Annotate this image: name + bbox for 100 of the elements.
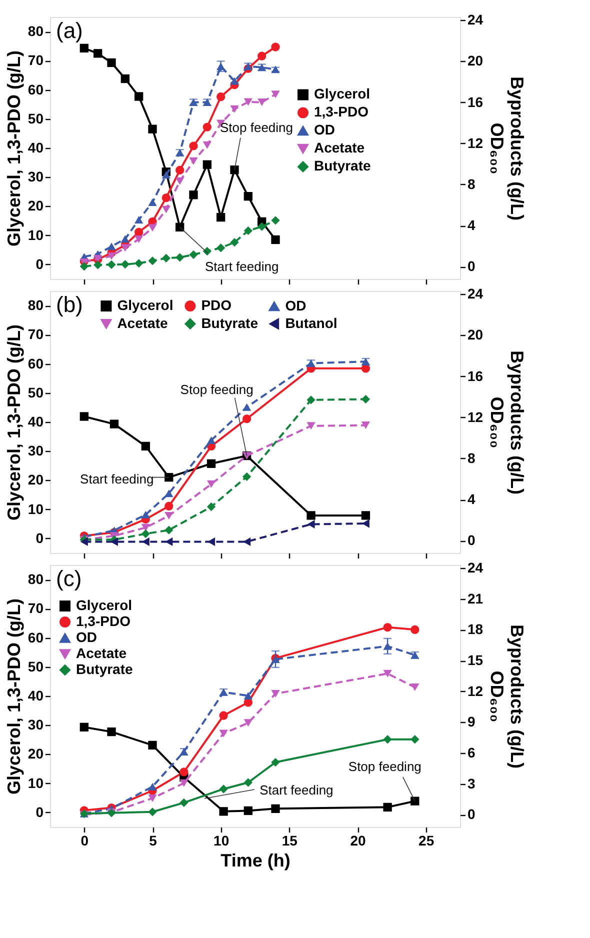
point [148,740,157,750]
legend-label: Glycerol [76,597,132,613]
point [120,235,130,243]
point [230,238,239,247]
legend-label: OD [76,629,97,645]
legend-label: Butyrate [201,314,258,331]
point [148,808,157,816]
legend-label: Acetate [314,140,365,156]
point [148,256,157,266]
point [162,193,170,202]
point [219,711,228,720]
point [410,625,420,634]
point [230,105,239,113]
y2-tick-label: 0 [468,258,476,274]
y2-tick-label: 0 [468,532,476,548]
point [164,472,174,482]
point [180,779,188,787]
point [244,806,252,816]
point [216,92,226,102]
point [219,784,228,794]
y2-axis-title: Byproducts (g/L) OD₆₀₀ [487,350,528,494]
y-tick-label: 50 [28,384,44,400]
point [148,124,157,134]
point [258,52,266,60]
y-tick-label: 70 [28,326,44,342]
y2-tick-label: 24 [468,560,484,576]
point [383,670,392,678]
point [176,177,184,185]
point [219,730,228,738]
y-tick-label: 40 [28,688,44,704]
legend-label: PDO [201,296,232,313]
y-tick-label: 0 [36,256,44,272]
point [180,768,188,776]
legend-label: Butyrate [76,661,134,677]
point [244,192,252,201]
legend-label: Glycerol [117,296,174,313]
point [189,142,198,150]
y2-tick-label: 12 [468,408,484,425]
y-tick-label: 80 [28,23,44,40]
y2-tick-label: 6 [468,744,476,761]
point [230,166,239,174]
point [383,622,392,632]
y-tick-label: 30 [28,168,44,185]
y2-tick-label: 4 [468,491,476,508]
point [120,244,130,252]
y-tick-label: 50 [28,658,44,674]
chart-title: (c) [56,566,82,591]
y-axis-title: Glycerol, 1,3-PDO (g/L) [4,324,24,521]
point [148,224,157,232]
y-tick-label: 70 [28,600,44,616]
point [242,414,252,424]
point [271,235,280,244]
point [361,511,370,520]
point [141,529,150,538]
chart-title: (a) [56,18,83,43]
point [202,160,212,169]
point [244,692,252,700]
point [80,537,88,546]
x-tick-label: 25 [418,832,434,848]
annotation: Stop feeding [220,120,294,135]
point [219,807,228,816]
y-tick-label: 70 [28,52,44,68]
chart-title: (b) [56,292,83,317]
point [162,171,170,179]
y-tick-label: 60 [28,355,44,372]
legend-label: OD [285,297,306,314]
y2-tick-label: 12 [468,134,484,151]
y-tick-label: 10 [28,774,44,791]
point [244,98,252,106]
x-tick-label: 5 [149,832,158,848]
point [176,222,184,232]
point [383,802,392,812]
point [162,254,170,262]
y-tick-label: 30 [28,442,44,459]
point [383,735,392,744]
y-tick-label: 20 [28,472,44,488]
point [306,422,316,430]
point [271,690,280,698]
point [141,524,150,532]
y-axis-title: Glycerol, 1,3-PDO (g/L) [4,50,24,247]
legend-label: OD [314,122,335,138]
x-tick-label: 20 [350,832,366,848]
point [80,722,88,732]
y2-tick-label: 20 [468,52,484,69]
point [271,42,280,52]
y2-tick-label: 0 [468,806,476,822]
annotation: Start feeding [80,471,154,486]
legend-label: 1,3-PDO [314,104,369,120]
point [134,216,144,224]
point [206,480,216,488]
y2-tick-label: 8 [468,176,476,192]
y-tick-label: 20 [28,746,44,762]
point [148,794,157,802]
y-tick-label: 40 [28,140,44,156]
point [271,804,280,813]
point [164,512,174,520]
point [176,253,184,262]
point [134,92,144,101]
y2-axis-title: Byproducts (g/L) OD₆₀₀ [487,76,528,220]
y-tick-label: 80 [28,571,44,588]
